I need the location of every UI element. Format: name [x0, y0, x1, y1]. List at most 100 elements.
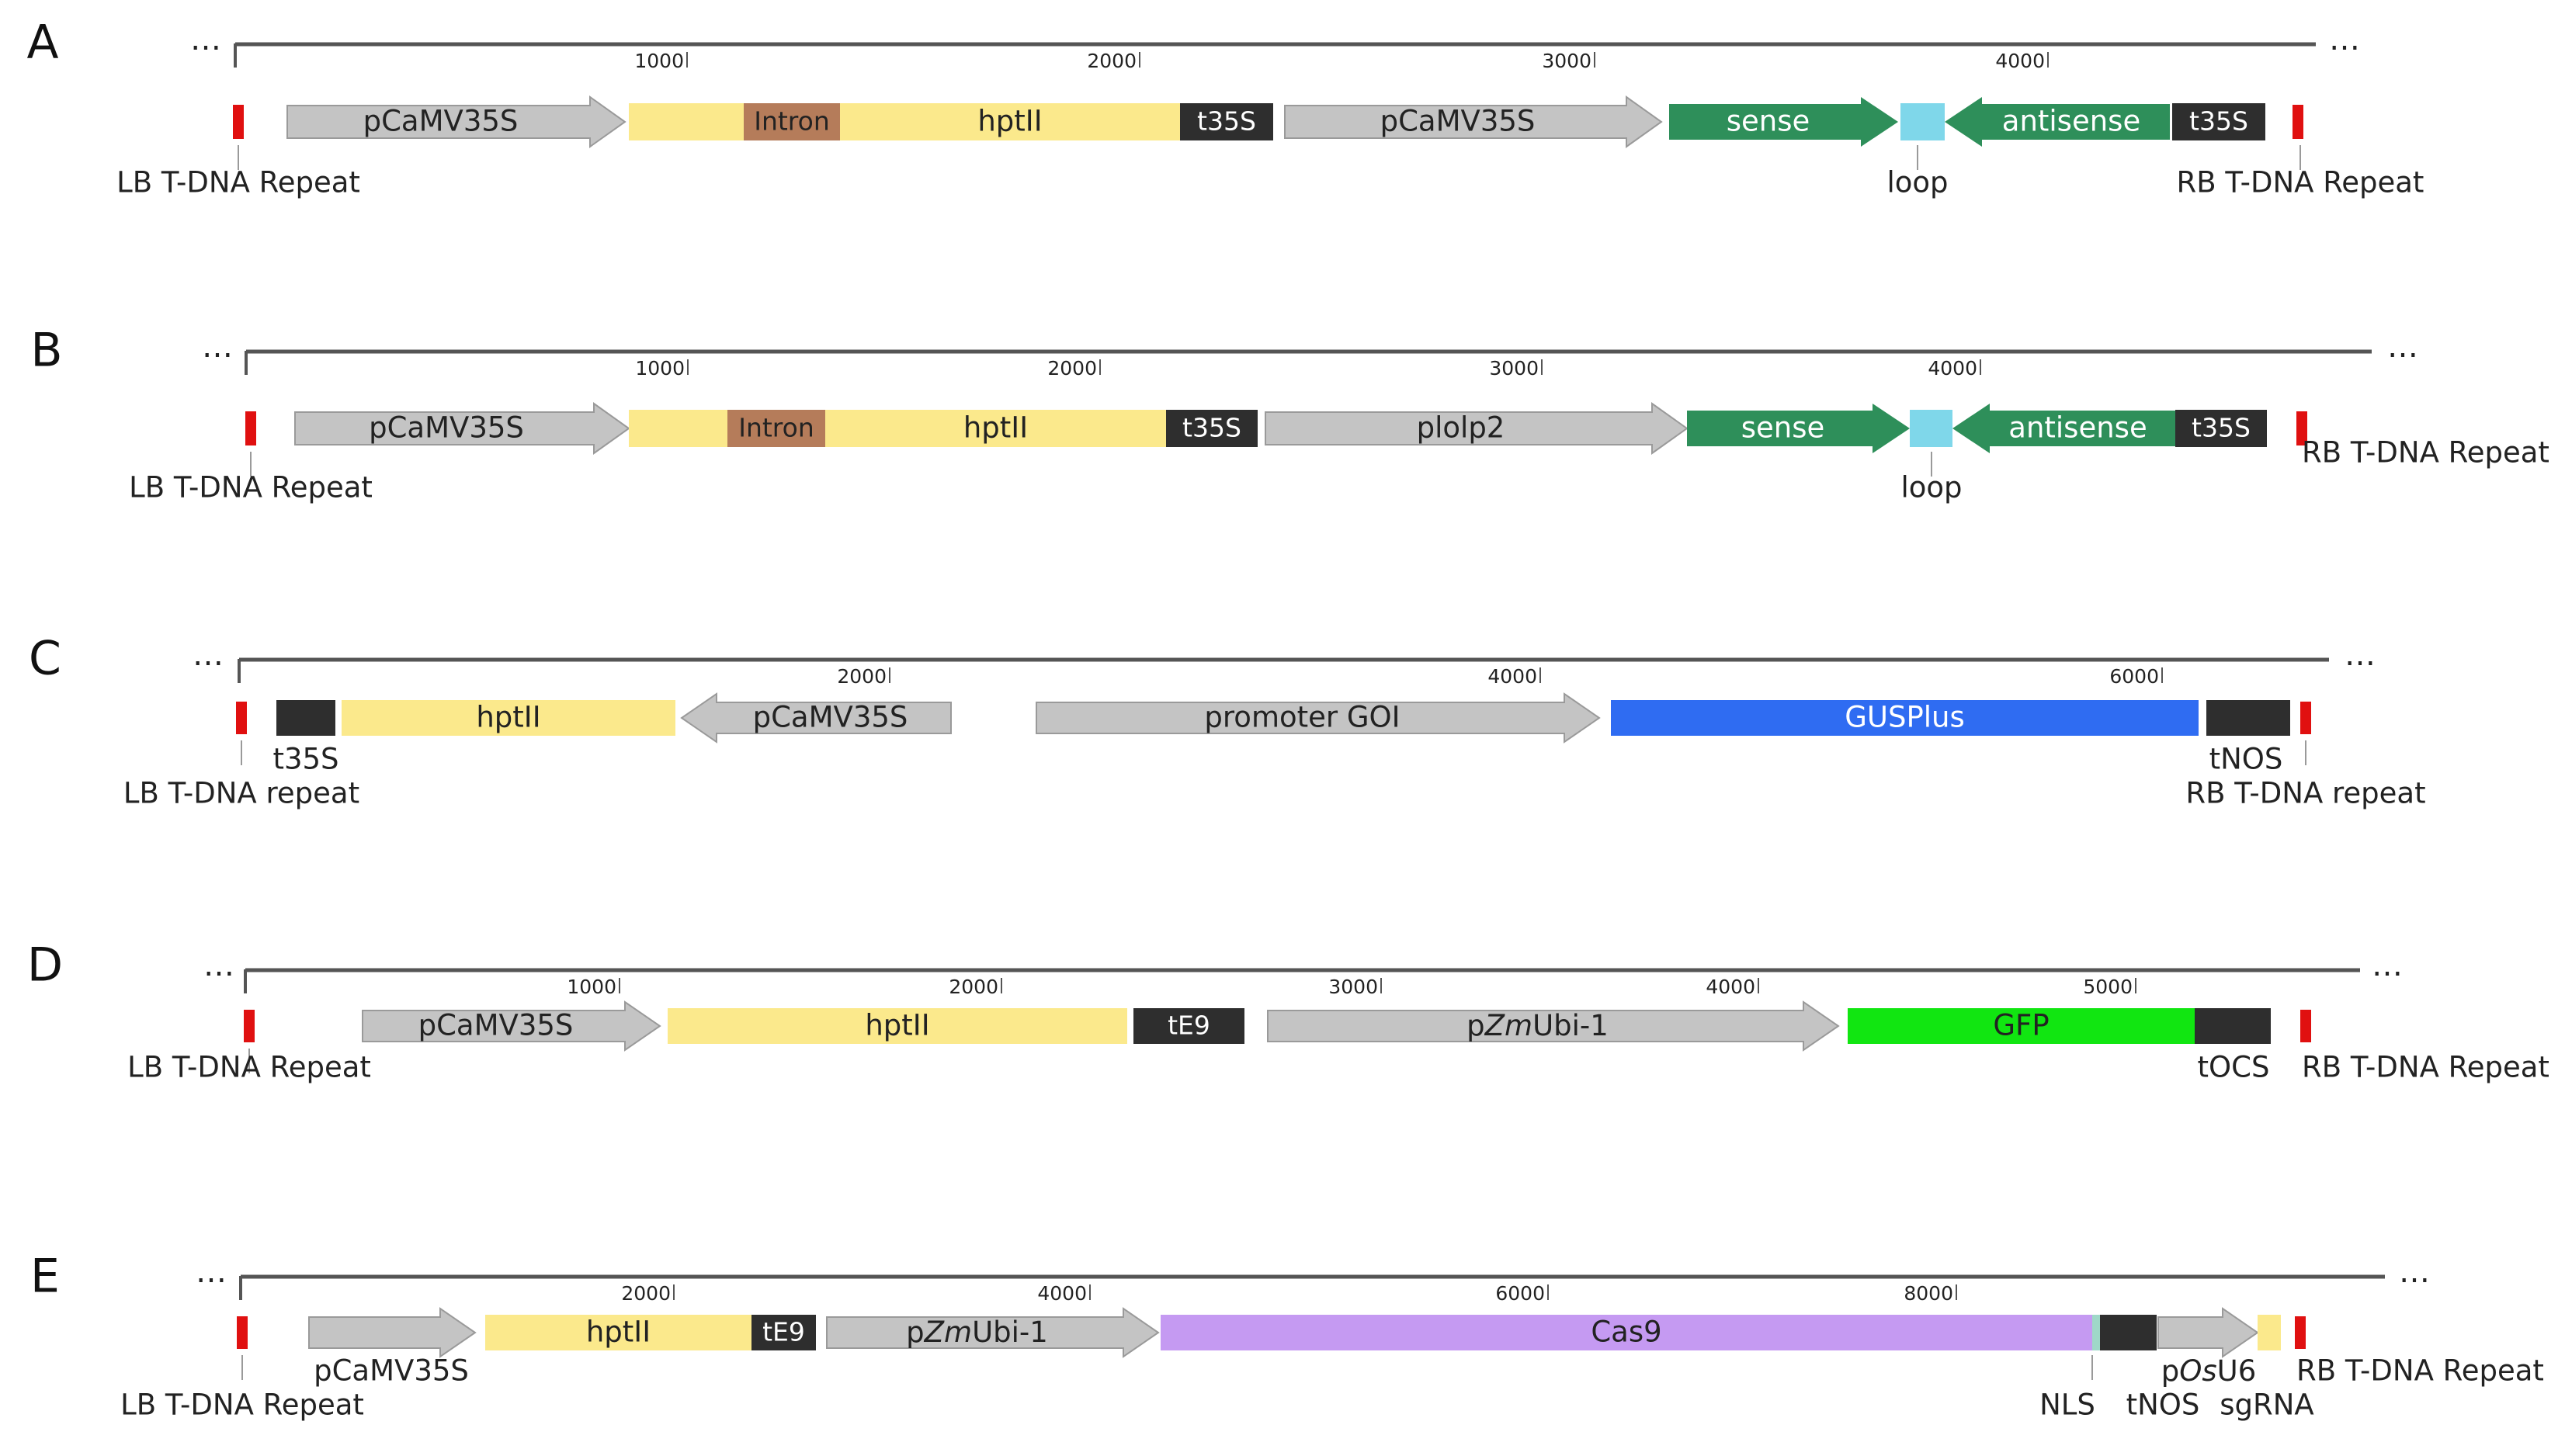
feature-t35s: [276, 700, 335, 736]
feature-label: pCaMV35S: [369, 411, 524, 445]
feature-shape: [668, 1008, 1127, 1044]
ellipsis-icon: …: [193, 637, 224, 673]
left-border-bar: [233, 105, 244, 139]
feature-external-label: pCaMV35S: [314, 1354, 469, 1388]
feature-tnos: [2100, 1315, 2157, 1350]
ruler-tick-label: 4000: [1487, 665, 1537, 688]
feature-external-label: t35S: [272, 743, 338, 776]
feature-cas9: Cas9: [1161, 1315, 2092, 1350]
feature-external-label: pOsU6: [2161, 1354, 2257, 1388]
left-border-bar: [236, 702, 247, 734]
feature-shape: [342, 700, 675, 736]
feature-label: t35S: [2189, 106, 2248, 137]
panel-label: E: [30, 1250, 60, 1304]
feature-antisense: antisense: [1945, 97, 2170, 147]
feature-t35s: t35S: [2172, 103, 2265, 140]
ruler-tick-label: 2000: [1087, 50, 1137, 72]
feature-shape: [1133, 1008, 1244, 1044]
feature-shape: [744, 103, 840, 140]
feature-external-label: tOCS: [2198, 1051, 2270, 1084]
feature-pzmubi-1: pZmUbi-1: [826, 1307, 1160, 1358]
feature-shape: [1687, 404, 1910, 453]
feature-label: pCaMV35S: [1380, 105, 1536, 138]
feature-te9: tE9: [1133, 1008, 1244, 1044]
feature-hptii: hptII: [485, 1315, 751, 1350]
feature-shape: [294, 402, 630, 455]
feature-shape: [2258, 1315, 2281, 1350]
feature-label: sense: [1727, 105, 1810, 138]
feature-shape: [1036, 692, 1601, 744]
feature-label: Cas9: [1591, 1316, 1661, 1349]
feature-shape: [1669, 97, 1898, 147]
feature-promoter-goi: promoter GOI: [1036, 692, 1601, 744]
ruler-tick-label: 3000: [1489, 357, 1539, 380]
panel-d: D … … 1000 2000 3000 4000 5000 pCaMV35S hptII tE9 p…: [27, 938, 2549, 1084]
feature-shape: [286, 95, 626, 148]
feature-label: pCaMV35S: [363, 105, 519, 138]
ellipsis-icon: …: [2345, 637, 2376, 673]
feature-shape: [485, 1315, 751, 1350]
feature-pzmubi-1: pZmUbi-1: [1267, 1000, 1840, 1052]
feature-hptii: hptII: [629, 410, 1166, 447]
feature-shape: [1848, 1008, 2195, 1044]
ellipsis-icon: …: [196, 1254, 227, 1290]
feature-external-label: RB T-DNA Repeat: [2296, 1354, 2544, 1388]
feature-nls: [2092, 1315, 2100, 1350]
right-border-bar: [2300, 1010, 2311, 1042]
feature-external-label: RB T-DNA repeat: [2185, 777, 2425, 810]
ruler-tick-label: 6000: [2109, 665, 2159, 688]
ruler-tick-label: 6000: [1495, 1282, 1545, 1305]
feature-tocs: [2195, 1008, 2271, 1044]
feature-label: hptII: [963, 411, 1028, 445]
feature-label: Intron: [738, 413, 814, 443]
feature-loop: [1900, 103, 1945, 140]
right-border-bar: [2300, 702, 2311, 734]
feature-shape: [1910, 410, 1952, 447]
feature-shape: [629, 103, 1180, 140]
ruler-tick-label: 4000: [1995, 50, 2045, 72]
feature-t35s: t35S: [1166, 410, 1258, 447]
feature-hptii: hptII: [668, 1008, 1127, 1044]
feature-te9: tE9: [751, 1315, 816, 1350]
feature-label: t35S: [1197, 106, 1256, 137]
panel-label: B: [30, 324, 62, 378]
feature-label: t35S: [2192, 413, 2251, 443]
feature-label: hptII: [977, 105, 1042, 138]
ruler-tick-label: 5000: [2083, 976, 2133, 998]
ruler-tick-label: 4000: [1928, 357, 1977, 380]
feature-antisense: antisense: [1952, 404, 2175, 453]
feature-external-label: LB T-DNA Repeat: [127, 1051, 371, 1084]
ruler-tick-label: 8000: [1904, 1282, 1953, 1305]
feature-shape: [1267, 1000, 1840, 1052]
feature-label: promoter GOI: [1204, 701, 1400, 734]
feature-label: Intron: [754, 106, 830, 137]
feature-label: sense: [1741, 411, 1825, 445]
feature-label: antisense: [2002, 105, 2140, 138]
panel-b: B … … 1000 2000 3000 4000 pCaMV35S hptII Intron t3…: [30, 324, 2549, 504]
feature-shape: [1161, 1315, 2092, 1350]
feature-shape: [1180, 103, 1273, 140]
feature-shape: [1952, 404, 2175, 453]
feature-label: GUSPlus: [1845, 701, 1965, 734]
panel-label: D: [27, 938, 63, 993]
ruler-tick-label: 4000: [1037, 1282, 1087, 1305]
feature-external-label: tNOS: [2209, 743, 2283, 776]
ellipsis-icon: …: [2387, 329, 2418, 365]
feature-pcamv35s: pCaMV35S: [294, 402, 630, 455]
feature-intron: Intron: [727, 410, 825, 447]
panel-c: C … … 2000 4000 6000 hptII pCaMV35S promoter GOI…: [29, 632, 2426, 810]
feature-gusplus: GUSPlus: [1611, 700, 2199, 736]
feature-pcamv35s: pCaMV35S: [286, 95, 626, 148]
feature-external-label: NLS: [2039, 1388, 2095, 1422]
feature-shape: [1945, 97, 2170, 147]
feature-label: hptII: [586, 1316, 651, 1349]
feature-external-label: RB T-DNA Repeat: [2302, 1051, 2549, 1084]
ruler-tick-label: 3000: [1542, 50, 1591, 72]
feature-gfp: GFP: [1848, 1008, 2195, 1044]
feature-external-label: LB T-DNA Repeat: [120, 1388, 364, 1422]
feature-hptii: hptII: [342, 700, 675, 736]
feature-sense: sense: [1669, 97, 1898, 147]
feature-t35s: t35S: [2175, 410, 2267, 447]
feature-shape: [2092, 1315, 2100, 1350]
